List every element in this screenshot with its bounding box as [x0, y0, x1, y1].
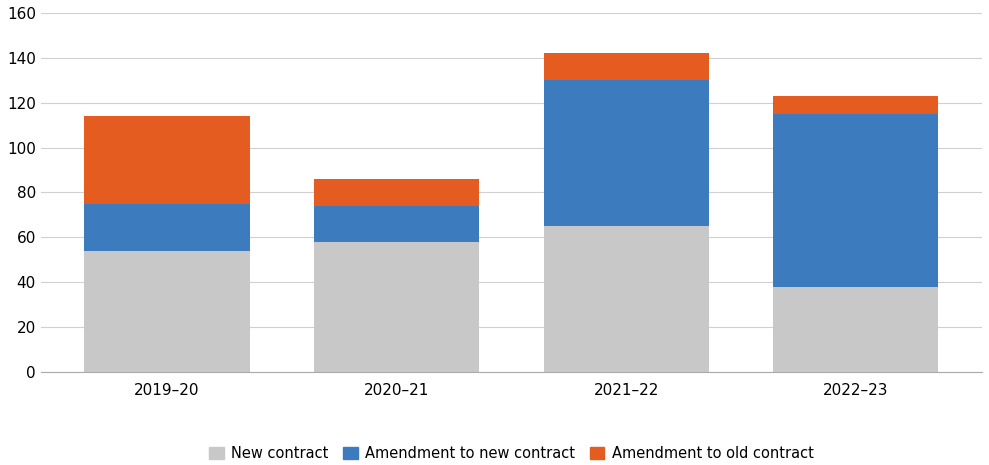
Bar [773, 96, 939, 114]
Bar [544, 80, 709, 226]
Bar [314, 179, 480, 206]
Bar [314, 206, 480, 242]
Bar [544, 226, 709, 372]
Bar [84, 116, 249, 204]
Bar [84, 204, 249, 251]
Bar [773, 287, 939, 372]
Bar [314, 242, 480, 372]
Bar [773, 114, 939, 287]
Bar [544, 53, 709, 80]
Bar [84, 251, 249, 372]
Legend: New contract, Amendment to new contract, Amendment to old contract: New contract, Amendment to new contract,… [204, 440, 819, 465]
